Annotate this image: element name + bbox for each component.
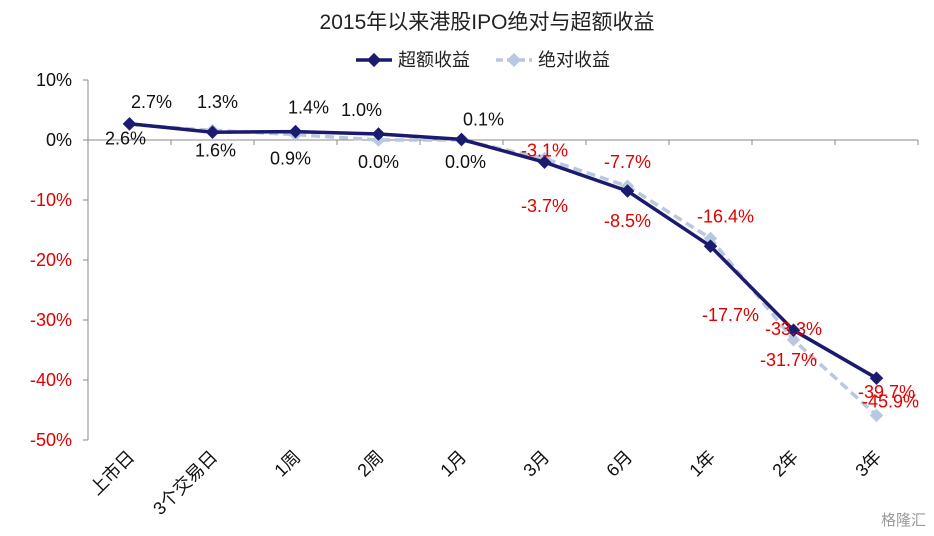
data-label-excess: 1.3% [197, 92, 238, 112]
data-label-absolute: -7.7% [604, 152, 651, 172]
y-tick-label: 10% [36, 70, 72, 90]
data-label-absolute: 0.9% [270, 149, 311, 169]
x-tick-label: 1年 [685, 447, 719, 481]
axes [83, 79, 919, 441]
x-tick-label: 2周 [353, 447, 387, 481]
series-line-excess [129, 122, 878, 380]
series-line-absolute [129, 122, 878, 417]
data-point-excess [122, 116, 137, 131]
data-label-excess: -39.7% [858, 382, 915, 402]
series-excess [122, 116, 884, 386]
data-label-excess: 0.1% [463, 109, 504, 129]
data-label-excess: 2.7% [131, 92, 172, 112]
x-tick-label: 3个交易日 [149, 447, 221, 519]
data-label-absolute: -16.4% [697, 206, 754, 226]
x-tick-label: 上市日 [86, 447, 138, 499]
data-label-excess: -8.5% [604, 211, 651, 231]
data-label-absolute: -45.9% [862, 391, 919, 411]
data-label-excess: 1.0% [341, 100, 382, 120]
data-label-absolute: 2.6% [105, 128, 146, 148]
legend: 超额收益 绝对收益 [356, 50, 610, 70]
watermark: 格隆汇 [880, 511, 926, 529]
legend-label-excess: 超额收益 [398, 50, 470, 70]
data-label-absolute: -3.1% [521, 141, 568, 161]
legend-entry-excess: 超额收益 [356, 50, 470, 70]
x-tick-labels: 上市日 3个交易日 1周 2周 1月 3月 6月 1年 2年 3年 [86, 447, 885, 519]
data-label-absolute: 1.6% [195, 140, 236, 160]
data-labels: 2.7% 1.3% 1.4% 1.0% 0.1% -3.7% -8.5% -17.7% -31.… [105, 92, 919, 412]
x-tick-label: 3年 [851, 447, 885, 481]
data-point-absolute [786, 332, 801, 347]
data-label-absolute: -33.3% [765, 319, 822, 339]
legend-marker-excess [366, 52, 382, 68]
data-label-excess: -31.7% [760, 350, 817, 370]
data-point-excess [620, 184, 635, 198]
data-label-absolute: 0.0% [445, 152, 486, 172]
data-point-excess [288, 124, 303, 139]
legend-label-absolute: 绝对收益 [538, 50, 610, 70]
data-point-excess [205, 125, 220, 140]
data-label-excess: -3.7% [521, 196, 568, 216]
data-label-excess: 1.4% [288, 98, 329, 118]
data-point-excess [703, 239, 718, 254]
y-tick-label: 0% [46, 130, 72, 150]
series-absolute [122, 117, 884, 423]
data-point-absolute [869, 408, 884, 423]
x-tick-label: 6月 [602, 447, 636, 481]
chart-title: 2015年以来港股IPO绝对与超额收益 [320, 11, 655, 34]
data-point-excess [869, 371, 884, 386]
data-label-excess: -17.7% [702, 305, 759, 325]
y-tick-labels: 10% 0% -10% -20% -30% -40% -50% [30, 70, 72, 450]
y-tick-label: -10% [30, 190, 72, 210]
x-tick-label: 2年 [768, 447, 802, 481]
x-tick-label: 1月 [436, 447, 470, 481]
y-tick-label: -40% [30, 370, 72, 390]
data-point-excess [786, 323, 801, 338]
data-point-excess [537, 155, 552, 170]
y-tick-label: -20% [30, 250, 72, 270]
legend-entry-absolute: 绝对收益 [496, 50, 610, 70]
y-tick-label: -30% [30, 310, 72, 330]
x-tick-label: 1周 [270, 447, 304, 481]
data-point-excess [454, 132, 469, 147]
data-label-absolute: 0.0% [358, 152, 399, 172]
legend-marker-absolute [506, 52, 522, 68]
y-tick-label: -50% [30, 430, 72, 450]
data-point-excess [371, 127, 386, 141]
x-tick-label: 3月 [519, 447, 553, 481]
